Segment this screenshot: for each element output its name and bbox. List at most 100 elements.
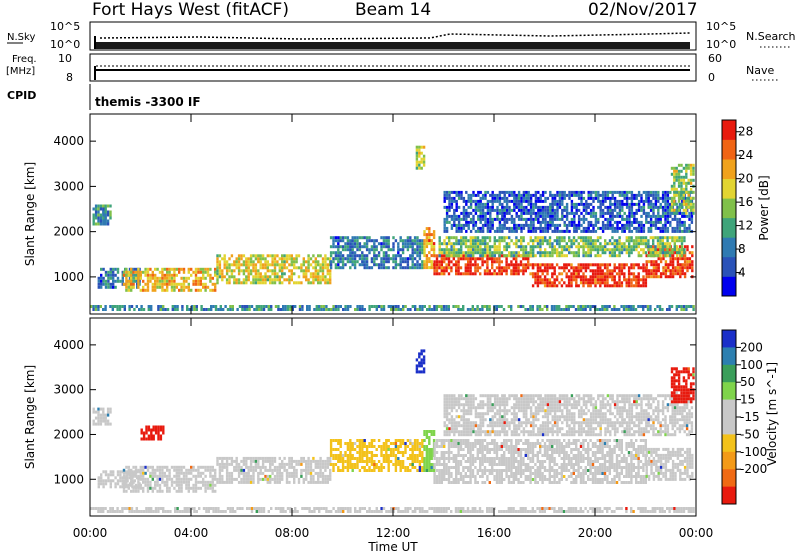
range-gate-cell [682,181,686,185]
range-gate-cell [544,220,547,224]
range-gate-cell [472,245,475,249]
range-gate-cell [99,419,103,423]
range-gate-cell [128,308,131,311]
range-gate-cell [319,474,322,478]
range-gate-cell [394,463,398,466]
range-gate-cell [339,257,342,261]
range-gate-cell [205,308,208,311]
range-gate-cell [652,263,656,267]
range-gate-cell [606,275,609,279]
range-gate-cell [344,236,347,240]
range-gate-cell [273,477,277,481]
range-gate-cell [214,270,217,274]
range-gate-cell [666,220,670,224]
range-gate-cell [668,242,672,246]
range-gate-cell [589,245,592,249]
range-gate-cell [573,211,576,215]
range-gate-cell [392,448,395,451]
range-gate-cell [341,245,345,249]
range-gate-cell [428,308,431,311]
range-gate-cell [484,202,487,206]
range-gate-cell [575,269,578,273]
range-gate-cell [187,468,190,472]
range-gate-cell [428,442,431,445]
range-gate-cell [445,245,448,249]
range-gate-cell [563,281,566,285]
range-gate-cell [150,434,153,438]
range-gate-cell [606,308,609,311]
range-gate-cell [642,199,646,203]
range-gate-cell [300,269,303,273]
range-gate-cell [365,460,369,463]
range-gate-cell [551,202,554,206]
range-gate-cell [394,448,398,451]
range-gate-cell [221,269,224,273]
range-gate-cell [413,439,417,442]
range-gate-cell [202,270,205,274]
range-gate-cell [642,269,645,273]
range-gate-cell [361,308,364,311]
range-gate-cell [199,282,202,286]
range-gate-cell [385,236,388,240]
range-gate-cell [319,456,322,460]
range-gate-cell [394,257,398,261]
range-gate-cell [529,217,533,221]
range-gate-cell [455,269,458,273]
range-gate-cell [448,214,451,218]
range-gate-cell [520,193,523,197]
range-gate-cell [330,308,333,311]
range-gate-cell [498,190,502,194]
range-gate-cell [657,211,660,215]
range-gate-cell [455,236,458,240]
range-gate-cell [119,279,122,283]
range-gate-cell [397,445,400,448]
range-gate-cell [102,207,105,211]
range-gate-cell [261,254,265,258]
range-gate-cell [673,181,676,185]
range-gate-cell [397,245,400,249]
range-gate-cell [627,308,630,311]
range-gate-cell [616,226,619,230]
range-gate-cell [474,308,477,311]
range-gate-cell [146,270,150,274]
range-gate-cell [418,355,421,359]
range-gate-cell [467,257,470,261]
range-gate-cell [435,463,439,466]
range-gate-cell [170,276,174,280]
range-gate-cell [472,254,475,258]
range-gate-cell [556,248,559,252]
range-gate-cell [683,275,687,279]
range-gate-cell [689,169,693,173]
range-gate-cell [180,471,183,475]
range-gate-cell [413,448,417,451]
range-gate-cell [319,480,322,484]
range-gate-cell [541,226,545,230]
range-gate-cell [392,442,395,445]
range-gate-cell [273,465,277,469]
range-gate-cell [173,282,176,286]
range-gate-cell [553,223,557,227]
range-gate-cell [176,308,179,311]
range-gate-cell [137,489,140,493]
range-gate-cell [623,226,626,230]
range-gate-cell [413,266,417,270]
range-gate-cell [673,175,676,179]
range-gate-cell [382,442,386,445]
range-gate-cell [297,254,301,258]
range-gate-cell [254,465,258,469]
range-gate-cell [404,245,407,249]
range-gate-cell [252,278,255,282]
range-gate-cell [505,217,509,221]
range-gate-cell [387,236,390,240]
range-gate-cell [632,239,636,243]
range-gate-cell [290,465,293,469]
range-gate-cell [692,172,695,176]
range-gate-cell [584,278,588,282]
range-gate-cell [635,217,638,221]
range-gate-cell [161,276,164,280]
range-gate-cell [397,251,400,255]
range-gate-cell [640,205,643,209]
range-gate-cell [297,281,301,285]
range-gate-cell [112,273,115,277]
range-gate-cell [401,442,405,445]
